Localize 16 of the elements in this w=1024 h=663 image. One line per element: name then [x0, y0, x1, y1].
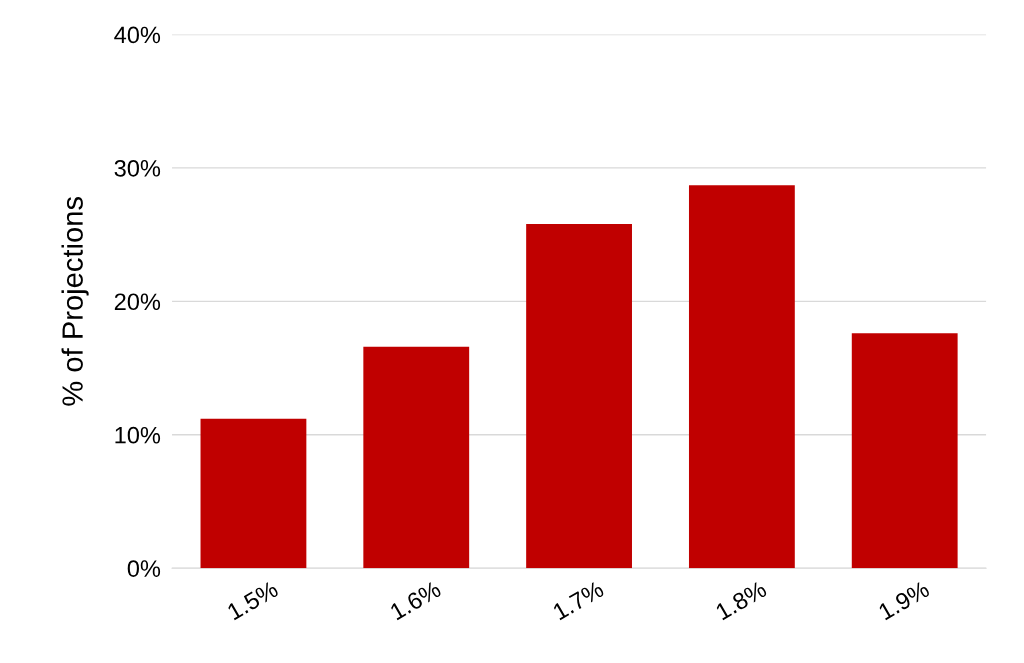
- x-tick-label: 1.6%: [389, 580, 442, 621]
- y-axis-title: % of Projections: [61, 197, 89, 406]
- y-tick-label: 40%: [114, 26, 161, 44]
- x-tick-label: 1.9%: [877, 580, 931, 621]
- bar: [688, 185, 795, 569]
- y-tick-label: 30%: [114, 159, 161, 177]
- bar: [526, 223, 632, 569]
- y-tick-label: 10%: [115, 426, 161, 444]
- y-tick-label: 0%: [127, 560, 161, 577]
- y-tick-label: 20%: [114, 293, 161, 311]
- bar: [363, 346, 470, 569]
- x-tick-label: 1.7%: [552, 580, 605, 621]
- bar: [851, 333, 958, 569]
- x-tick-label: 1.8%: [714, 580, 768, 621]
- bar: [200, 418, 307, 569]
- x-tick-label: 1.5%: [226, 580, 280, 621]
